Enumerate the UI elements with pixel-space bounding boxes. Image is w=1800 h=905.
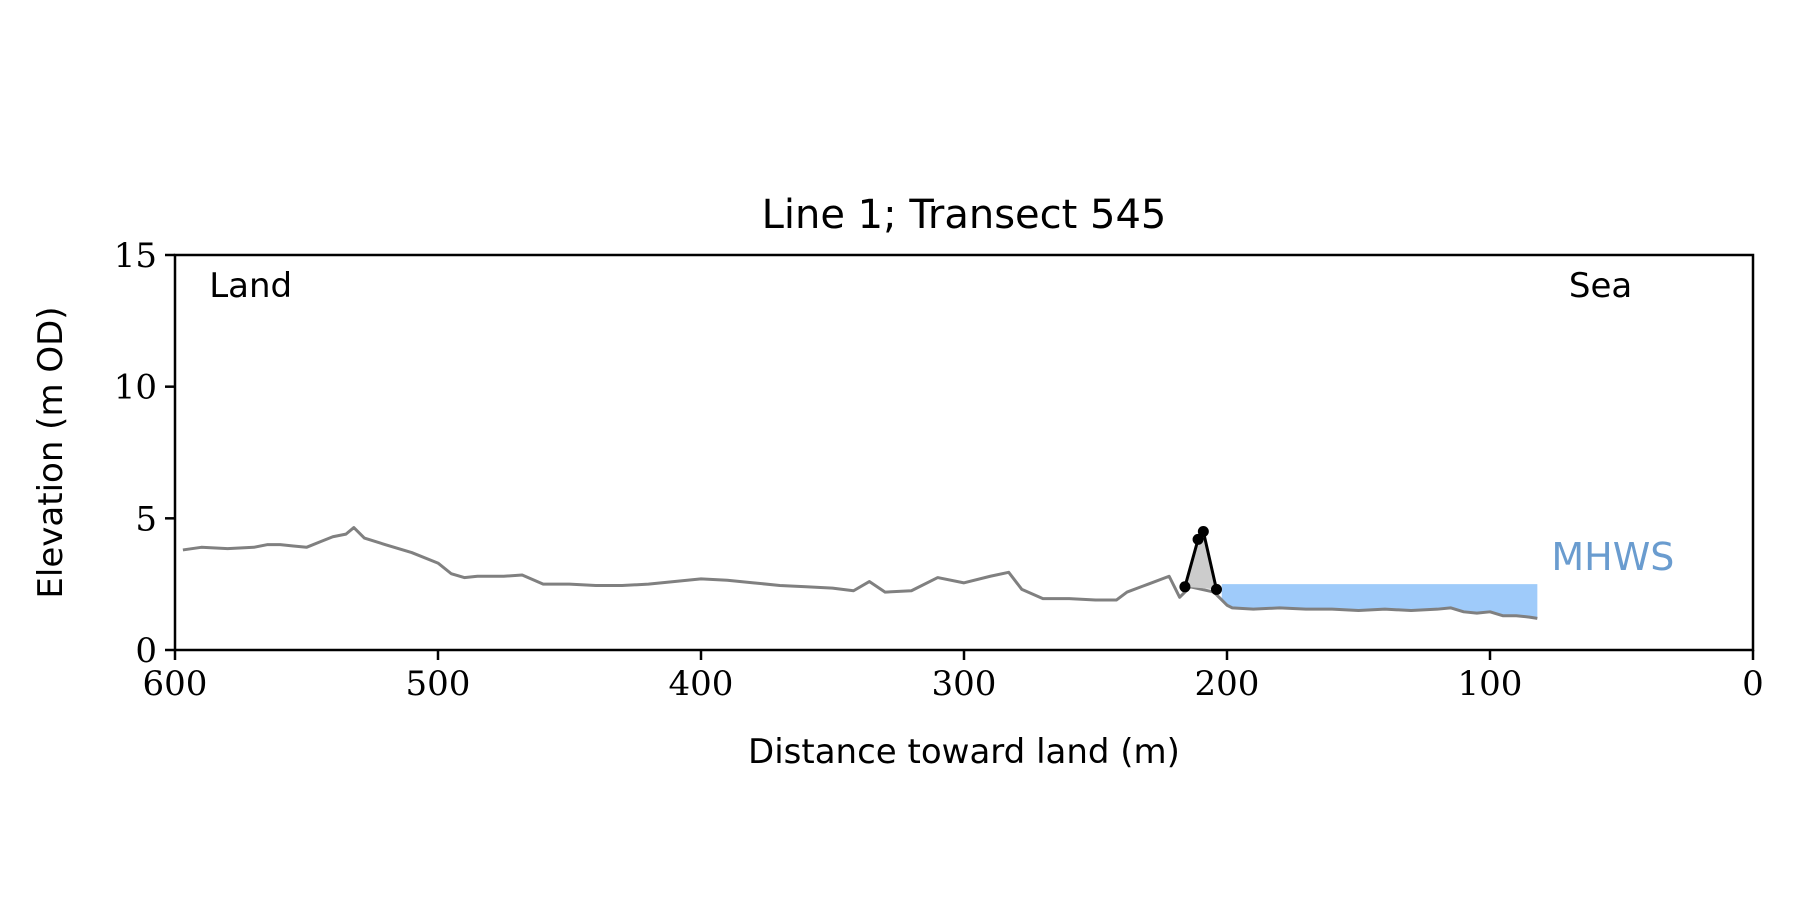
x-tick-label: 300: [932, 664, 997, 704]
x-tick-label: 400: [669, 664, 734, 704]
dune-layer: [1179, 526, 1222, 595]
mhws-label: MHWS: [1551, 535, 1674, 579]
y-tick-label: 5: [135, 499, 157, 539]
x-axis-ticks: 600 500 400 300 200 100 0: [143, 650, 1764, 704]
x-axis-label: Distance toward land (m): [748, 732, 1180, 772]
dune-point-0: [1179, 581, 1191, 593]
x-tick-label: 500: [406, 664, 471, 704]
annotation-sea: Sea: [1569, 266, 1632, 306]
y-tick-label: 15: [114, 236, 157, 276]
y-tick-label: 10: [114, 368, 157, 408]
x-tick-label: 600: [143, 664, 208, 704]
y-axis-ticks: 0 5 10 15: [114, 236, 175, 671]
annotation-land: Land: [209, 266, 292, 306]
x-tick-label: 0: [1742, 664, 1764, 704]
y-axis-label: Elevation (m OD): [31, 306, 71, 598]
dune-point-3: [1210, 583, 1222, 595]
chart-title: Line 1; Transect 545: [762, 192, 1167, 238]
y-tick-label: 0: [135, 631, 157, 671]
dune-point-2: [1197, 526, 1209, 537]
x-tick-label: 200: [1195, 664, 1260, 704]
profile-layer: [182, 526, 1538, 620]
dune-fill: [1184, 531, 1217, 590]
dune-point-1: [1192, 533, 1204, 545]
profile-line: [182, 526, 1538, 620]
x-tick-label: 100: [1458, 664, 1523, 704]
